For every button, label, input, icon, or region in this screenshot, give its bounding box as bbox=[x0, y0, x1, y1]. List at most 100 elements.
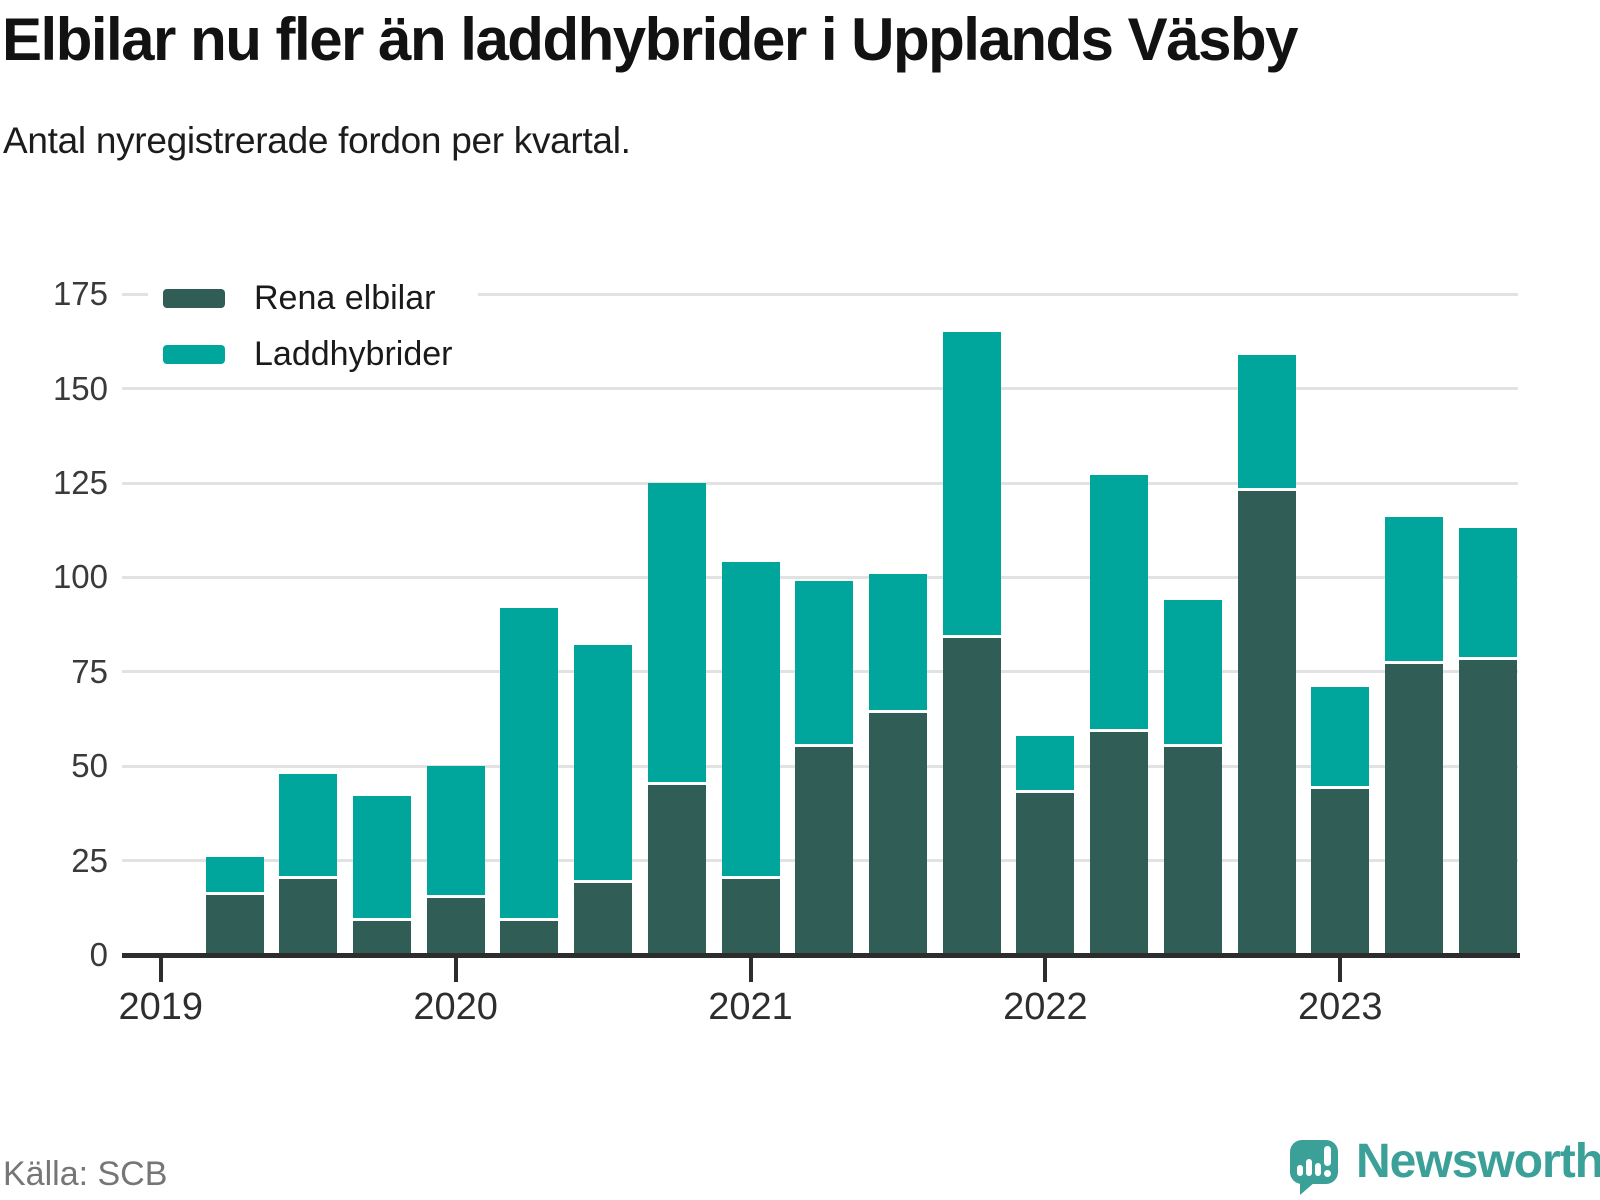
segment-laddhybrider bbox=[1385, 516, 1444, 662]
segment-laddhybrider bbox=[574, 645, 633, 881]
bar-2021-K1 bbox=[721, 562, 780, 953]
segment-rena-elbilar bbox=[721, 879, 780, 953]
logo-bar-chart-icon bbox=[1297, 1159, 1324, 1176]
segment-separator bbox=[500, 918, 559, 921]
segment-separator bbox=[426, 895, 485, 899]
segment-laddhybrider bbox=[1311, 686, 1370, 786]
x-axis-label-2022: 2022 bbox=[1003, 986, 1088, 1028]
segment-separator bbox=[205, 891, 264, 895]
segment-separator bbox=[1385, 661, 1444, 665]
bar-2021-K4 bbox=[942, 331, 1001, 953]
segment-separator bbox=[1163, 744, 1222, 748]
legend-swatch bbox=[163, 344, 225, 364]
segment-laddhybrider bbox=[352, 796, 411, 918]
segment-separator bbox=[574, 880, 633, 884]
segment-laddhybrider bbox=[500, 607, 559, 918]
segment-separator bbox=[352, 918, 411, 921]
x-axis-tick-2020 bbox=[453, 958, 458, 982]
segment-rena-elbilar bbox=[1090, 732, 1149, 953]
segment-laddhybrider bbox=[795, 581, 854, 745]
segment-rena-elbilar bbox=[1385, 664, 1444, 953]
bar-2019-K3 bbox=[279, 773, 338, 953]
segment-laddhybrider bbox=[205, 856, 264, 892]
bar-2022-K3 bbox=[1163, 600, 1222, 953]
logo-speech-tail bbox=[1300, 1182, 1315, 1195]
chart-legend: Rena elbilar Laddhybrider bbox=[148, 266, 479, 386]
x-axis-label-2023: 2023 bbox=[1298, 986, 1383, 1028]
y-axis-label-25: 25 bbox=[71, 841, 108, 879]
y-axis-label-75: 75 bbox=[71, 652, 108, 690]
segment-rena-elbilar bbox=[1458, 660, 1517, 953]
gridline-y-100 bbox=[122, 575, 1518, 579]
segment-separator bbox=[647, 782, 706, 786]
bar-2023-K1 bbox=[1311, 686, 1370, 953]
segment-laddhybrider bbox=[1090, 475, 1149, 730]
gridline-y-125 bbox=[122, 481, 1518, 485]
segment-separator bbox=[721, 876, 780, 880]
legend-swatch bbox=[163, 288, 225, 308]
x-axis-label-2021: 2021 bbox=[708, 986, 793, 1028]
bar-2023-K3 bbox=[1458, 528, 1517, 953]
legend-item-laddhybrider: Laddhybrider bbox=[163, 332, 452, 376]
segment-rena-elbilar bbox=[574, 883, 633, 953]
x-axis-label-2019: 2019 bbox=[118, 986, 204, 1028]
segment-separator bbox=[1458, 657, 1517, 661]
source-credit: Källa: SCB bbox=[3, 1155, 168, 1193]
newsworthy-logo-icon bbox=[1290, 1140, 1338, 1195]
segment-laddhybrider bbox=[1163, 600, 1222, 745]
segment-separator bbox=[868, 710, 927, 714]
page-title: Elbilar nu fler än laddhybrider i Upplan… bbox=[2, 6, 1298, 73]
segment-separator bbox=[795, 744, 854, 748]
segment-laddhybrider bbox=[721, 562, 780, 877]
segment-rena-elbilar bbox=[279, 879, 338, 953]
segment-rena-elbilar bbox=[426, 898, 485, 953]
segment-rena-elbilar bbox=[647, 785, 706, 953]
bar-2022-K2 bbox=[1090, 475, 1149, 953]
bar-2020-K2 bbox=[500, 607, 559, 953]
segment-separator bbox=[1090, 729, 1149, 733]
segment-rena-elbilar bbox=[1016, 792, 1075, 953]
segment-rena-elbilar bbox=[352, 921, 411, 953]
legend-label: Laddhybrider bbox=[254, 334, 453, 373]
x-axis-tick-2023 bbox=[1338, 958, 1343, 982]
segment-laddhybrider bbox=[942, 331, 1001, 635]
segment-laddhybrider bbox=[279, 773, 338, 877]
y-axis-label-125: 125 bbox=[52, 464, 108, 501]
bar-2022-K1 bbox=[1016, 735, 1075, 953]
segment-separator bbox=[279, 876, 338, 880]
segment-separator bbox=[1016, 789, 1075, 793]
x-axis-tick-2021 bbox=[748, 958, 753, 982]
bar-2021-K3 bbox=[868, 573, 927, 953]
segment-rena-elbilar bbox=[1163, 747, 1222, 953]
y-axis-label-175: 175 bbox=[52, 275, 108, 313]
logo-exclamation-icon bbox=[1324, 1146, 1331, 1177]
segment-rena-elbilar bbox=[942, 637, 1001, 953]
segment-separator bbox=[942, 634, 1001, 638]
segment-laddhybrider bbox=[1237, 354, 1296, 488]
x-axis-label-2020: 2020 bbox=[413, 986, 498, 1028]
x-axis-tick-2022 bbox=[1043, 958, 1048, 982]
segment-laddhybrider bbox=[1016, 735, 1075, 790]
segment-rena-elbilar bbox=[1237, 490, 1296, 953]
segment-rena-elbilar bbox=[1311, 788, 1370, 953]
legend-label: Rena elbilar bbox=[254, 278, 436, 317]
bar-2020-K3 bbox=[574, 645, 633, 953]
legend-item-rena-elbilar: Rena elbilar bbox=[163, 276, 452, 320]
bar-2020-K4 bbox=[647, 483, 706, 953]
x-axis-line bbox=[122, 953, 1520, 958]
y-axis-label-0: 0 bbox=[89, 936, 108, 973]
segment-separator bbox=[1311, 785, 1370, 789]
bar-2019-K4 bbox=[352, 796, 411, 953]
segment-rena-elbilar bbox=[500, 921, 559, 953]
bar-2021-K2 bbox=[795, 581, 854, 953]
bar-2023-K2 bbox=[1385, 516, 1444, 953]
x-axis-tick-2019 bbox=[158, 958, 163, 982]
y-axis-label-100: 100 bbox=[52, 558, 108, 596]
page-subtitle: Antal nyregistrerade fordon per kvartal. bbox=[3, 120, 631, 161]
segment-rena-elbilar bbox=[795, 747, 854, 953]
segment-laddhybrider bbox=[426, 766, 485, 896]
segment-separator bbox=[1237, 487, 1296, 491]
segment-laddhybrider bbox=[647, 483, 706, 783]
